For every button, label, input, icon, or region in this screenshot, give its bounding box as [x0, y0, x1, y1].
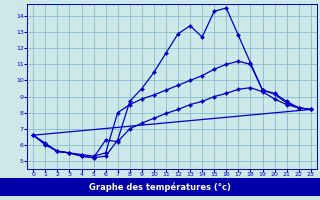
Text: Graphe des températures (°c): Graphe des températures (°c): [89, 182, 231, 192]
